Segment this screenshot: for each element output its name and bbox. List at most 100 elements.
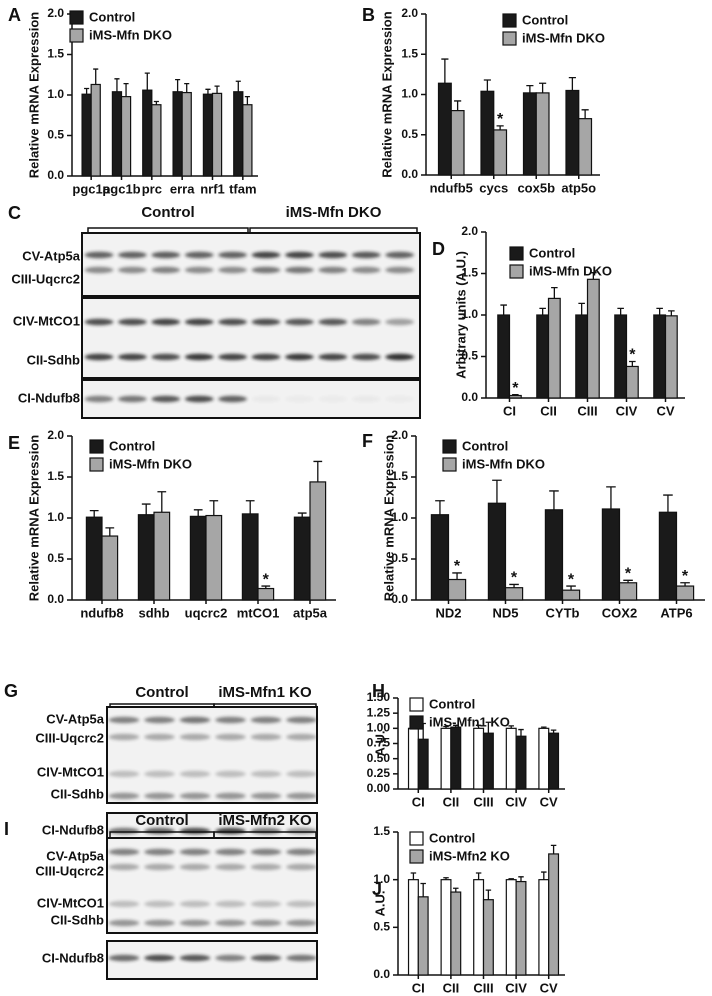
legend-swatch bbox=[442, 439, 457, 454]
bar bbox=[450, 109, 465, 176]
bar bbox=[658, 511, 678, 601]
error-bar bbox=[443, 725, 449, 729]
band bbox=[250, 863, 282, 871]
band bbox=[108, 919, 140, 927]
error-bar bbox=[483, 79, 491, 92]
error-bar bbox=[89, 509, 99, 518]
legend-swatch bbox=[502, 13, 517, 28]
band bbox=[84, 266, 114, 274]
band bbox=[385, 318, 414, 326]
band bbox=[250, 733, 282, 741]
y-tick-label: 1.25 bbox=[367, 705, 391, 719]
group-header: Control bbox=[141, 204, 194, 221]
band bbox=[215, 954, 246, 962]
blot-box bbox=[106, 837, 318, 934]
band bbox=[215, 900, 246, 908]
bar bbox=[202, 93, 214, 177]
panel-label: A bbox=[8, 5, 21, 25]
error-bar bbox=[244, 95, 250, 105]
y-tick-label: 0.5 bbox=[47, 128, 64, 142]
band bbox=[215, 919, 246, 927]
band bbox=[250, 716, 282, 724]
x-tick-label: CI bbox=[412, 980, 425, 995]
panel-label: H bbox=[372, 681, 385, 701]
band bbox=[144, 900, 175, 908]
bar bbox=[480, 90, 495, 176]
y-axis-label: Relative mRNA Expression bbox=[26, 12, 41, 178]
panel-label: G bbox=[4, 681, 18, 701]
bar bbox=[407, 879, 419, 976]
bar bbox=[515, 880, 527, 976]
band bbox=[250, 770, 282, 778]
band-label: CIII-Uqcrc2 bbox=[35, 730, 104, 745]
bar bbox=[153, 511, 171, 601]
bar bbox=[137, 514, 155, 601]
error-bar bbox=[175, 78, 181, 92]
bar bbox=[586, 278, 600, 399]
band bbox=[286, 848, 317, 856]
significance-marker: * bbox=[512, 380, 519, 397]
x-tick-label: atp5a bbox=[293, 605, 328, 620]
y-axis-label: A.U. bbox=[372, 891, 387, 917]
bar bbox=[241, 513, 259, 601]
y-tick-label: 2.0 bbox=[47, 6, 64, 20]
band bbox=[215, 863, 246, 871]
band-label: CII-Sdhb bbox=[51, 786, 104, 801]
band bbox=[218, 395, 247, 403]
y-tick-label: 1.5 bbox=[47, 469, 64, 483]
bar bbox=[536, 314, 550, 399]
band bbox=[318, 396, 347, 402]
band bbox=[286, 792, 317, 800]
band bbox=[351, 251, 381, 259]
error-bar bbox=[235, 80, 241, 92]
band bbox=[385, 251, 414, 259]
band bbox=[215, 848, 246, 856]
band bbox=[108, 792, 140, 800]
band bbox=[318, 251, 348, 259]
bar bbox=[664, 315, 678, 399]
error-bar bbox=[123, 83, 129, 97]
bar bbox=[440, 879, 452, 976]
legend-swatch bbox=[509, 264, 524, 279]
band bbox=[151, 395, 181, 403]
x-tick-label: COX2 bbox=[602, 605, 637, 620]
group-header: Control bbox=[135, 812, 188, 829]
error-bar bbox=[518, 728, 524, 737]
band bbox=[218, 318, 247, 326]
panel-label: F bbox=[362, 431, 373, 451]
band bbox=[218, 266, 247, 274]
error-bar bbox=[508, 878, 514, 880]
legend-swatch bbox=[502, 31, 517, 46]
error-bar bbox=[452, 572, 462, 580]
x-tick-label: CII bbox=[443, 980, 460, 995]
band bbox=[108, 954, 140, 962]
bar bbox=[565, 89, 580, 176]
band bbox=[251, 266, 281, 274]
y-tick-label: 0.5 bbox=[47, 551, 64, 565]
error-bar bbox=[550, 729, 557, 734]
legend-swatch bbox=[89, 457, 104, 472]
error-bar bbox=[566, 585, 576, 591]
x-tick-label: tfam bbox=[229, 181, 256, 196]
bar bbox=[505, 879, 517, 976]
y-tick-label: 0.25 bbox=[367, 766, 391, 780]
band bbox=[84, 318, 114, 326]
bar bbox=[675, 585, 695, 601]
bar bbox=[242, 104, 253, 177]
band bbox=[108, 900, 140, 908]
significance-marker: * bbox=[263, 571, 270, 588]
y-tick-label: 0.00 bbox=[367, 781, 391, 795]
legend-swatch bbox=[409, 715, 424, 730]
bar bbox=[544, 509, 564, 601]
error-bar bbox=[512, 394, 519, 396]
band bbox=[179, 716, 211, 724]
x-tick-label: ND2 bbox=[435, 605, 461, 620]
band bbox=[144, 954, 175, 962]
band bbox=[179, 848, 211, 856]
band bbox=[179, 954, 211, 962]
y-axis-label: A.U. bbox=[372, 731, 387, 757]
y-tick-label: 0.5 bbox=[461, 349, 478, 363]
bar bbox=[625, 365, 639, 399]
bar bbox=[450, 891, 462, 976]
legend-swatch bbox=[409, 697, 424, 712]
